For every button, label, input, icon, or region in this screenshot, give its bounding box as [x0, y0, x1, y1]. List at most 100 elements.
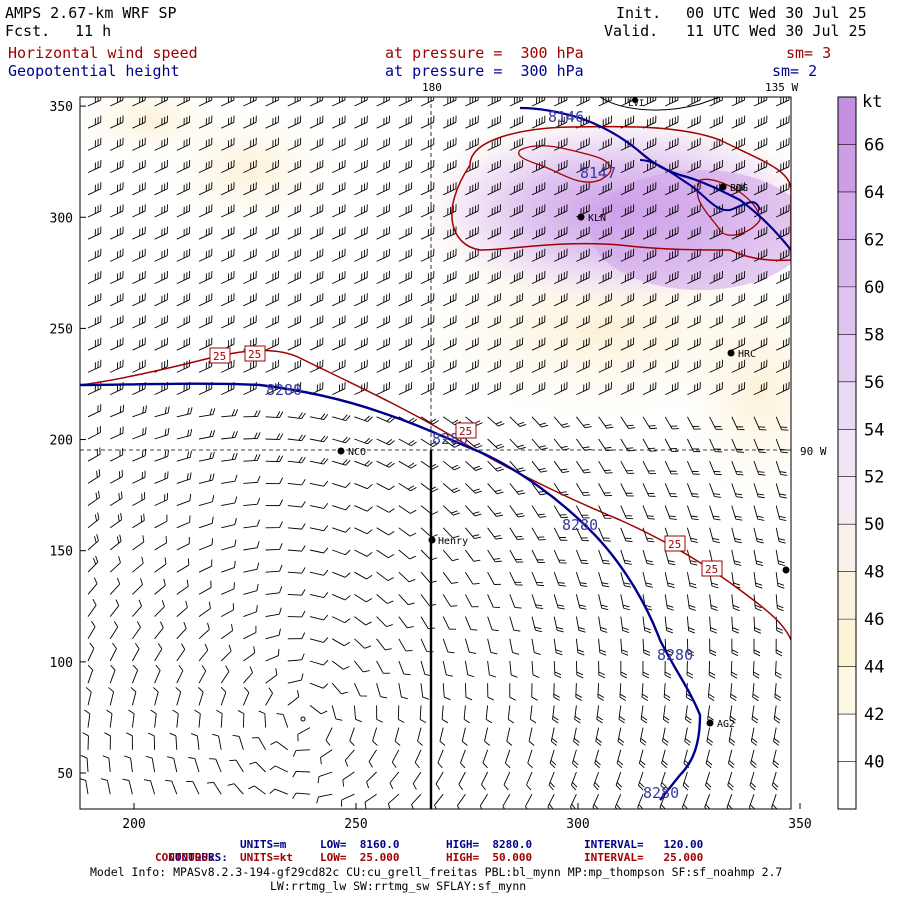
wind-barb-911: [417, 727, 423, 746]
wind-barb-269: [376, 270, 390, 285]
wind-barb-989: [727, 771, 734, 791]
height-contour-8147: [639, 159, 761, 212]
wind-barb-679: [243, 562, 260, 573]
wind-barb-763: [686, 616, 696, 634]
wind-barb-543: [775, 461, 788, 476]
wind-barb-558: [398, 483, 417, 492]
wind-barb-217: [642, 226, 657, 240]
height-label-8146: 8146: [548, 108, 584, 126]
wind-barb-171: [332, 204, 346, 218]
wind-barb-698: [664, 572, 675, 589]
wind-barb-545: [109, 469, 123, 484]
wind-barb-497: [465, 438, 483, 449]
wind-barb-1012: [524, 793, 533, 809]
station-henry-marker: [428, 536, 436, 544]
wind-barb-151: [598, 182, 612, 196]
wind-barb-39: [243, 115, 257, 129]
colorbar-swatch-3: [838, 239, 856, 287]
speed-label-4: 25: [668, 538, 681, 551]
wind-barb-632: [620, 527, 633, 542]
wind-barb-650: [309, 547, 329, 554]
colorbar-label-2: 62: [864, 230, 884, 250]
wind-barb-525: [376, 460, 395, 468]
wind-barb-180: [531, 204, 546, 218]
wind-barb-730: [664, 594, 674, 611]
wind-barb-448: [87, 404, 102, 418]
wind-barb-329: [287, 315, 302, 329]
wind-barb-10: [309, 97, 324, 107]
wind-barb-200: [265, 226, 279, 240]
wind-barb-358: [221, 337, 235, 351]
wind-barb-394: [309, 359, 324, 373]
wind-barb-307: [509, 293, 524, 307]
wind-barb-957: [727, 749, 735, 769]
wind-barb-22: [576, 97, 590, 107]
wind-barb-750: [398, 616, 414, 629]
wind-barb-363: [332, 337, 346, 351]
wind-barb-926: [750, 727, 758, 746]
wind-barb-129: [110, 182, 124, 196]
wind-barb-244: [531, 248, 546, 262]
wind-barb-313: [642, 293, 657, 307]
wind-barb-408: [620, 359, 635, 373]
wind-barb-195: [154, 226, 168, 240]
wind-barb-74: [309, 137, 324, 151]
wind-barb-297: [287, 293, 302, 307]
wind-barb-716: [354, 594, 373, 603]
wind-barb-50: [487, 115, 501, 129]
wind-barb-215: [598, 226, 612, 240]
wind-barb-368: [443, 337, 457, 351]
wind-barb-53: [554, 115, 568, 129]
x-tick-label-0: 200: [122, 817, 145, 832]
wind-barb-798: [753, 638, 761, 657]
wind-barb-620: [354, 527, 373, 535]
wind-barb-221: [731, 226, 746, 240]
wind-barb-848: [442, 683, 451, 701]
wind-barb-402: [487, 359, 501, 373]
wind-barb-1011: [502, 793, 511, 809]
wind-barb-961: [102, 755, 111, 773]
wind-barb-747: [332, 616, 351, 624]
wind-barb-562: [487, 483, 504, 495]
wind-barb-692: [531, 572, 545, 587]
wind-barb-187: [687, 204, 701, 218]
wind-barb-199: [243, 226, 257, 240]
colorbar-swatch-13: [838, 714, 856, 762]
wind-barb-571: [686, 483, 700, 498]
wind-barb-779: [331, 638, 351, 647]
wind-barb-412: [709, 359, 723, 373]
wind-barb-951: [594, 749, 601, 769]
wind-barb-429: [376, 381, 390, 396]
wind-barb-741: [198, 601, 211, 617]
wind-barb-348: [709, 315, 723, 329]
wind-barb-51: [509, 115, 524, 129]
wind-barb-456: [265, 411, 284, 418]
wind-barb-903: [237, 710, 245, 728]
wind-barb-208: [443, 226, 457, 240]
wind-barb-1003: [316, 793, 333, 804]
wind-barb-552: [265, 477, 284, 485]
wind-barb-654: [398, 549, 416, 560]
wind-barb-157: [731, 182, 746, 196]
wind-barb-365: [376, 337, 390, 351]
wind-barb-68: [176, 137, 191, 151]
wind-barb-425: [287, 381, 302, 396]
wind-barb-979: [503, 771, 511, 791]
wind-barb-766: [753, 616, 762, 634]
wind-barb-870: [220, 687, 227, 706]
wind-barb-110: [398, 159, 413, 174]
wind-barb-960: [80, 755, 89, 773]
wind-barb-370: [487, 337, 501, 351]
wind-barb-791: [598, 638, 607, 656]
wind-barb-111: [420, 159, 435, 174]
wind-barb-43: [332, 115, 346, 129]
wind-barb-897: [106, 709, 113, 728]
wind-barb-809: [287, 653, 305, 662]
wind-barb-592: [442, 505, 460, 516]
wind-barb-524: [354, 460, 373, 467]
wind-barb-265: [287, 270, 302, 285]
wind-barb-610: [132, 513, 145, 529]
wind-barb-789: [553, 638, 563, 656]
wind-barb-253: [731, 248, 746, 262]
wind-barb-726: [575, 594, 587, 610]
